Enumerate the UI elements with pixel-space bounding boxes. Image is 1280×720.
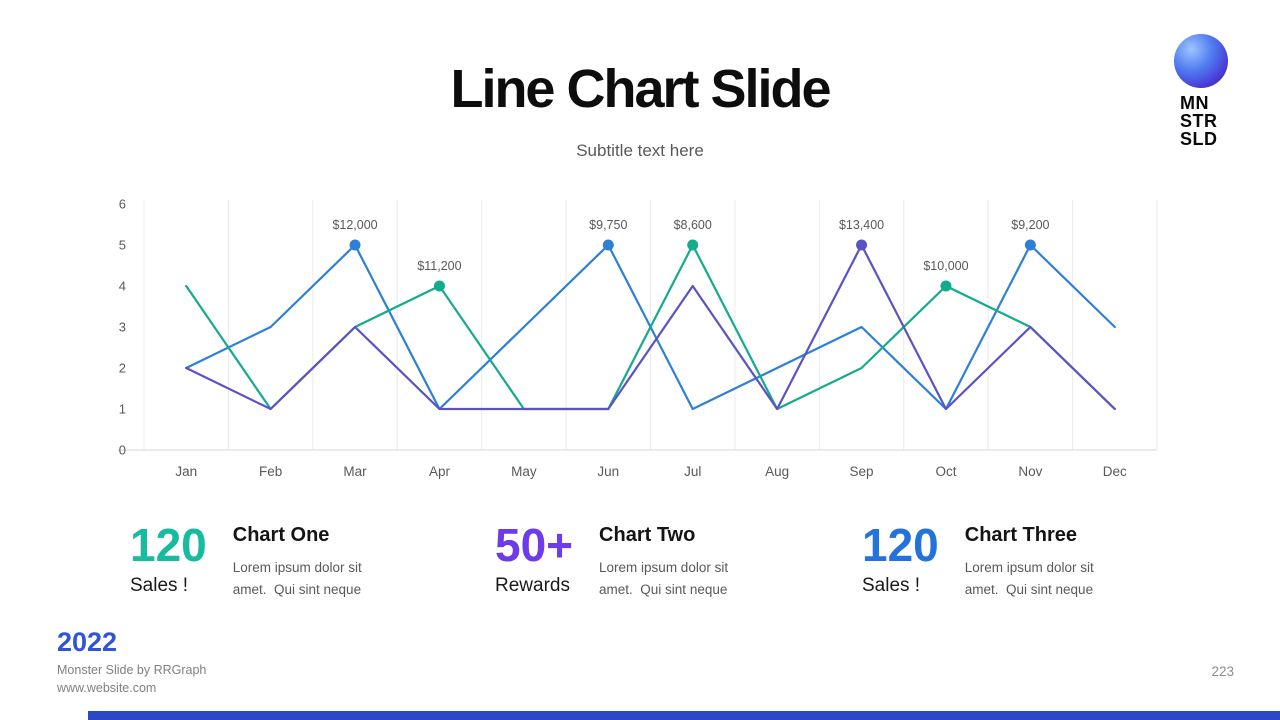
x-tick-label: Aug xyxy=(765,464,789,479)
logo-line: STR xyxy=(1180,111,1218,131)
y-tick-label: 5 xyxy=(119,238,126,253)
chart-point-marker xyxy=(433,280,445,292)
stat-text-block: Chart Two Lorem ipsum dolor sit amet. Qu… xyxy=(599,522,769,600)
stat-body: Lorem ipsum dolor sit amet. Qui sint neq… xyxy=(232,560,362,597)
x-tick-label: May xyxy=(511,464,537,479)
chart-series-line-2 xyxy=(185,243,1116,411)
stat-value: 120 xyxy=(130,519,207,571)
stat-unit: Sales ! xyxy=(862,575,921,596)
stat-number-block: 120 Sales ! xyxy=(130,522,207,597)
line-chart-svg: 0 1 2 3 4 5 6 Jan Feb Mar Apr May Jun Jul Aug Sep Oct Nov… xyxy=(118,197,1158,479)
stat-block-three: 120 Sales ! Chart Three Lorem ipsum dolo… xyxy=(862,522,1135,600)
stat-unit: Rewards xyxy=(495,575,570,596)
stat-body: Lorem ipsum dolor sit amet. Qui sint neq… xyxy=(964,560,1094,597)
x-tick-label: Jan xyxy=(175,464,197,479)
chart-point-marker xyxy=(602,239,614,251)
chart-point-label: $12,000 xyxy=(332,218,377,232)
x-tick-label: Dec xyxy=(1103,464,1127,479)
stat-heading: Chart One xyxy=(232,524,330,546)
x-tick-label: Mar xyxy=(343,464,367,479)
x-tick-label: Jun xyxy=(597,464,619,479)
chart-point-marker xyxy=(1024,239,1036,251)
credits: Monster Slide by RRGraph www.website.com xyxy=(57,661,206,697)
stat-body: Lorem ipsum dolor sit amet. Qui sint neq… xyxy=(599,560,729,597)
x-tick-label: Apr xyxy=(429,464,451,479)
page-number: 223 xyxy=(1211,664,1234,679)
stat-text-block: Chart Three Lorem ipsum dolor sit amet. … xyxy=(965,522,1135,600)
accent-bottom-bar xyxy=(88,711,1280,720)
chart-point-label: $9,200 xyxy=(1011,218,1049,232)
x-tick-label: Feb xyxy=(259,464,282,479)
year-label: 2022 xyxy=(57,627,118,657)
stat-heading: Chart Three xyxy=(964,524,1077,546)
chart-point-label: $10,000 xyxy=(923,259,968,273)
stat-heading: Chart Two xyxy=(599,524,696,546)
x-tick-label: Oct xyxy=(935,464,956,479)
stat-unit: Sales ! xyxy=(130,575,189,596)
stat-value: 50+ xyxy=(495,519,574,571)
x-tick-label: Sep xyxy=(850,464,874,479)
line-chart: 0 1 2 3 4 5 6 Jan Feb Mar Apr May Jun Jul Aug Sep Oct Nov… xyxy=(105,192,1175,484)
stat-block-two: 50+ Rewards Chart Two Lorem ipsum dolor … xyxy=(495,522,769,600)
stat-text-block: Chart One Lorem ipsum dolor sit amet. Qu… xyxy=(233,522,403,600)
y-tick-label: 4 xyxy=(119,279,126,294)
y-tick-label: 2 xyxy=(119,361,126,376)
chart-point-label: $9,750 xyxy=(589,218,627,232)
y-tick-label: 0 xyxy=(119,443,126,458)
chart-point-label: $11,200 xyxy=(417,259,461,273)
x-tick-label: Nov xyxy=(1018,464,1042,479)
stat-value: 120 xyxy=(862,519,939,571)
x-tick-label: Jul xyxy=(684,464,701,479)
logo-line: SLD xyxy=(1180,129,1218,149)
y-tick-label: 6 xyxy=(119,197,126,212)
y-tick-label: 3 xyxy=(119,320,126,335)
gradient-sphere-logo-icon xyxy=(1174,34,1228,88)
page-subtitle: Subtitle text here xyxy=(576,141,704,160)
brand-logo: MN STR SLD xyxy=(1172,34,1230,148)
stat-number-block: 50+ Rewards xyxy=(495,522,573,597)
page-title: Line Chart Slide xyxy=(450,59,831,119)
y-tick-label: 1 xyxy=(119,402,126,417)
stat-number-block: 120 Sales ! xyxy=(862,522,939,597)
stat-block-one: 120 Sales ! Chart One Lorem ipsum dolor … xyxy=(130,522,403,600)
chart-point-marker xyxy=(940,280,952,292)
chart-point-label: $13,400 xyxy=(839,218,884,232)
credit-line: www.website.com xyxy=(57,681,157,696)
chart-point-marker xyxy=(856,239,868,251)
chart-point-marker xyxy=(687,239,699,251)
logo-text: MN STR SLD xyxy=(1180,94,1230,148)
credit-line: Monster Slide by RRGraph xyxy=(57,663,207,677)
logo-line: MN xyxy=(1180,93,1209,113)
chart-point-marker xyxy=(349,239,361,251)
chart-point-label: $8,600 xyxy=(674,218,712,232)
